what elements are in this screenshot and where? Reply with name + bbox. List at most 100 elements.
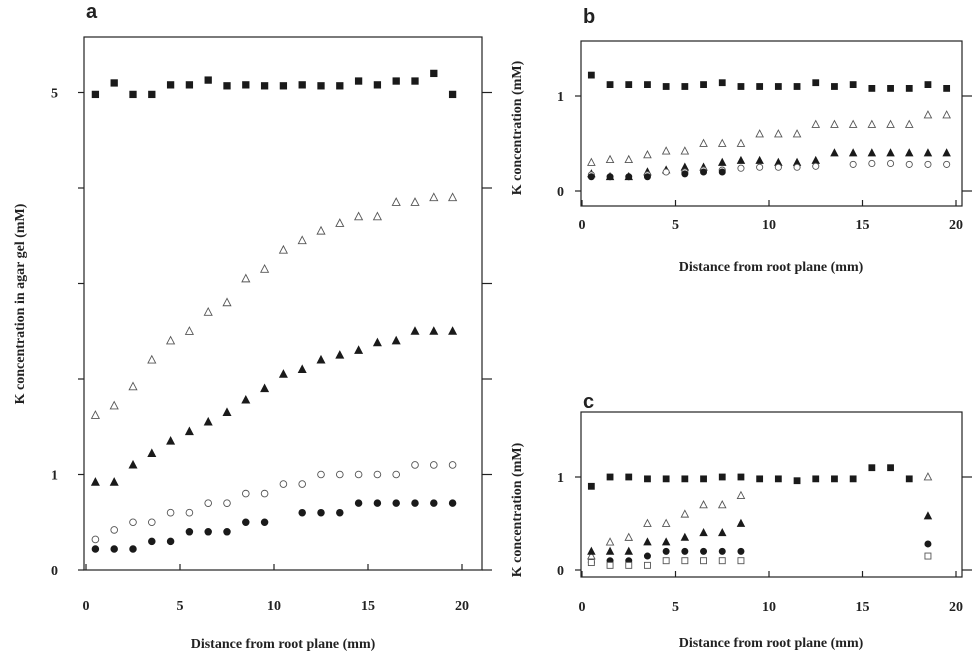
data-point-triangle-filled (410, 326, 420, 335)
data-point-triangle-open (680, 146, 690, 155)
y-tick-label: 0 (557, 185, 564, 200)
data-point-square-filled (644, 475, 651, 483)
data-point-triangle-filled (718, 528, 727, 537)
data-point-circle-filled (411, 499, 419, 507)
data-point-circle-open (317, 470, 325, 479)
data-point-triangle-filled (923, 511, 933, 520)
x-tick-label: 0 (83, 599, 90, 614)
y-tick-label: 1 (51, 469, 58, 484)
data-point-circle-open (129, 518, 137, 527)
data-point-circle-open (147, 518, 156, 527)
data-point-triangle-filled (830, 148, 839, 157)
data-point-circle-open (868, 159, 876, 167)
data-point-square-filled (943, 85, 951, 92)
data-point-triangle-filled (109, 477, 119, 486)
data-point-triangle-filled (391, 335, 401, 345)
data-point-triangle-filled (166, 436, 176, 445)
panel-c-frame (580, 411, 963, 578)
data-point-circle-open (429, 461, 438, 469)
data-point-triangle-open (316, 225, 326, 235)
data-point-triangle-open (661, 146, 671, 155)
panel-a-letter: a (86, 1, 98, 23)
data-point-square-open (737, 557, 745, 565)
data-point-circle-open (849, 160, 857, 168)
data-point-circle-filled (643, 173, 651, 181)
data-point-triangle-filled (680, 532, 690, 541)
data-point-circle-filled (373, 499, 382, 507)
data-point-triangle-open (680, 509, 690, 518)
data-point-circle-filled (392, 499, 400, 507)
data-point-triangle-open (448, 192, 458, 202)
data-point-triangle-open (923, 472, 933, 481)
data-point-circle-open (335, 470, 344, 479)
data-point-square-filled (831, 475, 838, 483)
data-point-square-filled (831, 83, 838, 90)
x-tick-label: 20 (949, 600, 963, 615)
data-point-square-filled (662, 475, 670, 483)
panel-c-marks (587, 464, 933, 569)
data-point-triangle-open (904, 119, 914, 128)
data-point-circle-filled (129, 545, 137, 553)
data-point-triangle-open (643, 518, 652, 527)
data-point-triangle-filled (755, 155, 764, 164)
data-point-circle-open (774, 163, 782, 171)
data-point-circle-filled (298, 508, 306, 517)
panel-a-frame (83, 36, 483, 571)
data-point-triangle-open (643, 150, 652, 159)
data-point-triangle-filled (429, 326, 439, 335)
data-point-square-filled (448, 90, 457, 99)
data-point-square-filled (905, 475, 913, 483)
data-point-square-filled (392, 77, 400, 85)
data-point-circle-filled (700, 168, 708, 176)
data-point-circle-open (91, 535, 100, 544)
data-point-triangle-filled (886, 148, 895, 157)
y-tick-label: 1 (557, 90, 564, 105)
data-point-circle-filled (185, 528, 194, 536)
data-point-square-filled (644, 81, 651, 88)
data-point-circle-open (887, 159, 895, 167)
data-point-triangle-filled (736, 155, 746, 164)
data-point-square-filled (793, 477, 801, 485)
data-point-triangle-open (605, 154, 615, 164)
data-point-square-filled (223, 82, 231, 90)
panel-b-ticks: 0 5 10 15 20 0 1 (557, 90, 972, 233)
data-point-triangle-filled (316, 354, 326, 364)
data-point-triangle-open (222, 297, 232, 307)
panel-b-marks (587, 71, 951, 181)
data-point-circle-filled (700, 547, 708, 555)
panel-b: b Distance from root plane (mm) K concen… (510, 6, 972, 275)
data-point-square-open (924, 552, 932, 560)
data-point-circle-filled (448, 499, 457, 507)
data-point-circle-open (411, 461, 419, 469)
data-point-triangle-filled (587, 546, 596, 555)
data-point-triangle-open (605, 537, 615, 546)
x-tick-label: 10 (762, 600, 776, 615)
data-point-square-open (662, 557, 670, 565)
data-point-triangle-open (848, 119, 858, 128)
data-point-square-filled (905, 85, 913, 92)
data-point-circle-open (448, 461, 457, 469)
data-point-triangle-open (717, 138, 727, 147)
panel-b-letter: b (583, 6, 595, 28)
data-point-square-open (718, 557, 726, 565)
data-point-circle-filled (354, 499, 363, 507)
data-point-circle-filled (166, 537, 175, 546)
x-tick-label: 0 (579, 218, 586, 233)
data-point-square-filled (166, 81, 175, 89)
data-point-triangle-open (587, 157, 596, 166)
data-point-circle-filled (204, 528, 212, 536)
data-point-square-filled (148, 90, 156, 99)
data-point-circle-open (905, 160, 913, 168)
data-point-circle-filled (223, 528, 231, 536)
data-point-circle-filled (718, 547, 726, 555)
y-tick-label: 5 (51, 87, 58, 102)
data-point-triangle-filled (448, 326, 458, 335)
data-point-circle-filled (260, 518, 269, 527)
data-point-square-filled (812, 79, 820, 87)
data-point-square-open (625, 561, 633, 569)
data-point-triangle-open (260, 264, 270, 273)
panel-b-frame (580, 40, 963, 207)
panel-c-xlabel: Distance from root plane (mm) (679, 636, 864, 651)
data-point-square-filled (336, 82, 344, 90)
